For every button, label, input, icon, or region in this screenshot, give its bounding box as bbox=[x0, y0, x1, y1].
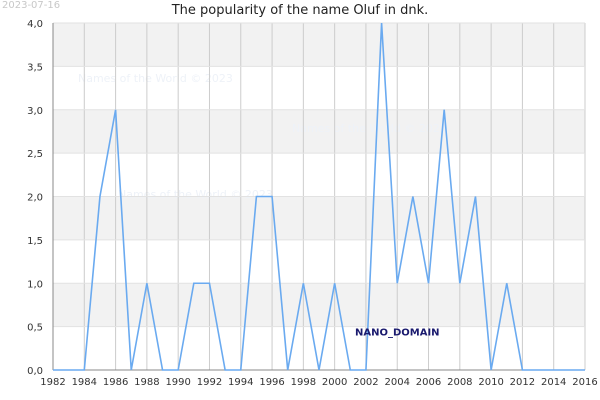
tick-labels: 1982 1984 1986 1988 1990 1992 1994 1996 1998 2000… bbox=[27, 19, 598, 388]
background-band bbox=[53, 326, 585, 370]
background-band bbox=[53, 23, 585, 67]
y-tick-label: 0,0 bbox=[27, 366, 43, 377]
y-tick-label: 1,5 bbox=[27, 236, 43, 247]
x-tick-label: 1996 bbox=[259, 377, 284, 388]
watermark-text: Names of the World © 2023 bbox=[118, 188, 273, 201]
y-tick-label: 3,0 bbox=[27, 106, 43, 117]
background-band bbox=[53, 153, 585, 197]
series-line bbox=[53, 22, 585, 371]
x-tick-label: 1988 bbox=[134, 377, 159, 388]
x-tick-label: 1998 bbox=[291, 377, 316, 388]
background-band bbox=[53, 196, 585, 240]
y-tick-label: 4,0 bbox=[27, 19, 43, 30]
background-band bbox=[53, 239, 585, 284]
x-tick-label: 1986 bbox=[103, 377, 128, 388]
x-tick-label: 1984 bbox=[72, 377, 97, 388]
background-band bbox=[53, 283, 585, 327]
x-tick-label: 2000 bbox=[322, 377, 347, 388]
x-tick-label: 1992 bbox=[197, 377, 222, 388]
y-tick-label: 0,5 bbox=[27, 323, 43, 334]
x-tick-label: 1994 bbox=[228, 377, 253, 388]
y-tick-label: 2,0 bbox=[27, 193, 43, 204]
x-tick-label: 2012 bbox=[510, 377, 535, 388]
x-tick-label: 2010 bbox=[478, 377, 503, 388]
x-tick-label: 2004 bbox=[385, 377, 410, 388]
series-layer bbox=[53, 22, 585, 371]
x-tick-label: 2006 bbox=[416, 377, 441, 388]
chart-title: The popularity of the name Oluf in dnk. bbox=[171, 3, 429, 18]
x-tick-label: 2014 bbox=[541, 377, 566, 388]
background-bands bbox=[53, 23, 585, 370]
date-stamp: 2023-07-16 bbox=[2, 0, 61, 11]
watermark-text: Names of the World © 2023 bbox=[292, 122, 447, 135]
y-tick-label: 3,5 bbox=[27, 62, 43, 73]
x-tick-label: 2008 bbox=[447, 377, 472, 388]
x-tick-label: 2002 bbox=[353, 377, 378, 388]
x-tick-label: 1990 bbox=[165, 377, 190, 388]
x-tick-label: 2016 bbox=[572, 377, 597, 388]
x-tick-label: 1982 bbox=[40, 377, 65, 388]
y-tick-label: 1,0 bbox=[27, 279, 43, 290]
background-band bbox=[53, 66, 585, 110]
background-band bbox=[53, 109, 585, 154]
watermark-text: Names of the World © 2023 bbox=[78, 72, 233, 85]
nano-domain-label: NANO_DOMAIN bbox=[355, 327, 440, 338]
watermarks: Names of the World © 2023 Names of the Wo… bbox=[78, 72, 447, 201]
y-tick-label: 2,5 bbox=[27, 149, 43, 160]
